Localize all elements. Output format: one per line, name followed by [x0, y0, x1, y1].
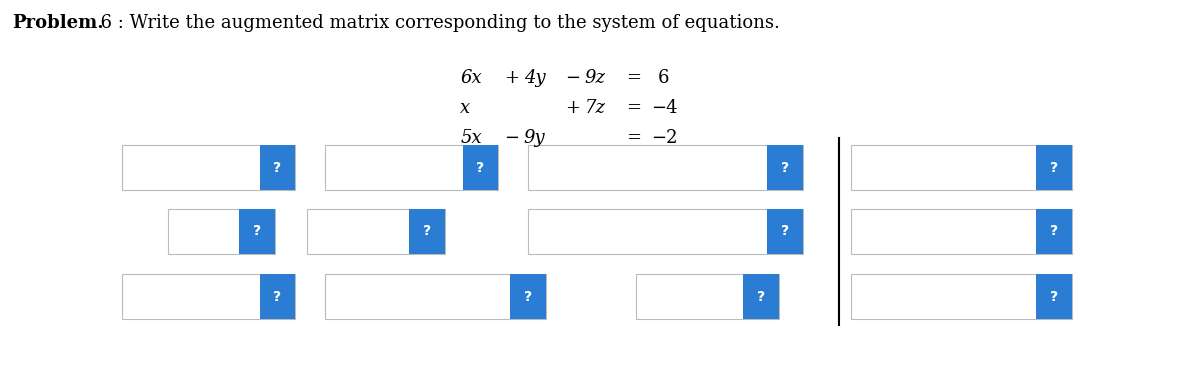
FancyBboxPatch shape	[325, 145, 498, 190]
FancyBboxPatch shape	[510, 274, 546, 319]
Text: ?: ?	[1050, 290, 1058, 304]
FancyBboxPatch shape	[239, 209, 275, 254]
FancyBboxPatch shape	[122, 145, 295, 190]
Text: 7z: 7z	[584, 99, 606, 117]
Text: −4: −4	[652, 99, 678, 117]
FancyBboxPatch shape	[1036, 145, 1072, 190]
FancyBboxPatch shape	[325, 274, 546, 319]
FancyBboxPatch shape	[851, 274, 1072, 319]
Text: ?: ?	[422, 224, 431, 238]
FancyBboxPatch shape	[259, 274, 295, 319]
Text: =: =	[626, 128, 641, 147]
Text: −: −	[565, 69, 581, 87]
Text: ?: ?	[781, 160, 790, 174]
Text: ?: ?	[1050, 224, 1058, 238]
Text: +: +	[504, 69, 520, 87]
Text: ?: ?	[524, 290, 533, 304]
FancyBboxPatch shape	[1036, 209, 1072, 254]
Text: 6 : Write the augmented matrix corresponding to the system of equations.: 6 : Write the augmented matrix correspon…	[89, 14, 780, 32]
FancyBboxPatch shape	[851, 209, 1072, 254]
Text: ?: ?	[1050, 160, 1058, 174]
Text: +: +	[565, 99, 581, 117]
Text: 9y: 9y	[523, 128, 545, 147]
Text: =: =	[626, 69, 641, 87]
Text: x: x	[461, 99, 470, 117]
Text: 5x: 5x	[461, 128, 482, 147]
FancyBboxPatch shape	[743, 274, 779, 319]
Text: 6: 6	[658, 69, 668, 87]
FancyBboxPatch shape	[1036, 274, 1072, 319]
FancyBboxPatch shape	[409, 209, 445, 254]
Text: ?: ?	[253, 224, 262, 238]
FancyBboxPatch shape	[767, 209, 803, 254]
Text: ?: ?	[757, 290, 766, 304]
FancyBboxPatch shape	[636, 274, 779, 319]
FancyBboxPatch shape	[528, 209, 803, 254]
Text: 9z: 9z	[584, 69, 606, 87]
FancyBboxPatch shape	[528, 145, 803, 190]
Text: 4y: 4y	[523, 69, 545, 87]
FancyBboxPatch shape	[463, 145, 498, 190]
FancyBboxPatch shape	[122, 274, 295, 319]
FancyBboxPatch shape	[168, 209, 275, 254]
FancyBboxPatch shape	[259, 145, 295, 190]
Text: ?: ?	[476, 160, 485, 174]
Text: −2: −2	[652, 128, 678, 147]
Text: Problem.: Problem.	[12, 14, 104, 32]
FancyBboxPatch shape	[851, 145, 1072, 190]
Text: ?: ?	[274, 160, 282, 174]
FancyBboxPatch shape	[307, 209, 445, 254]
Text: −: −	[504, 128, 520, 147]
Text: 6x: 6x	[461, 69, 482, 87]
Text: ?: ?	[274, 290, 282, 304]
FancyBboxPatch shape	[767, 145, 803, 190]
Text: =: =	[626, 99, 641, 117]
Text: ?: ?	[781, 224, 790, 238]
